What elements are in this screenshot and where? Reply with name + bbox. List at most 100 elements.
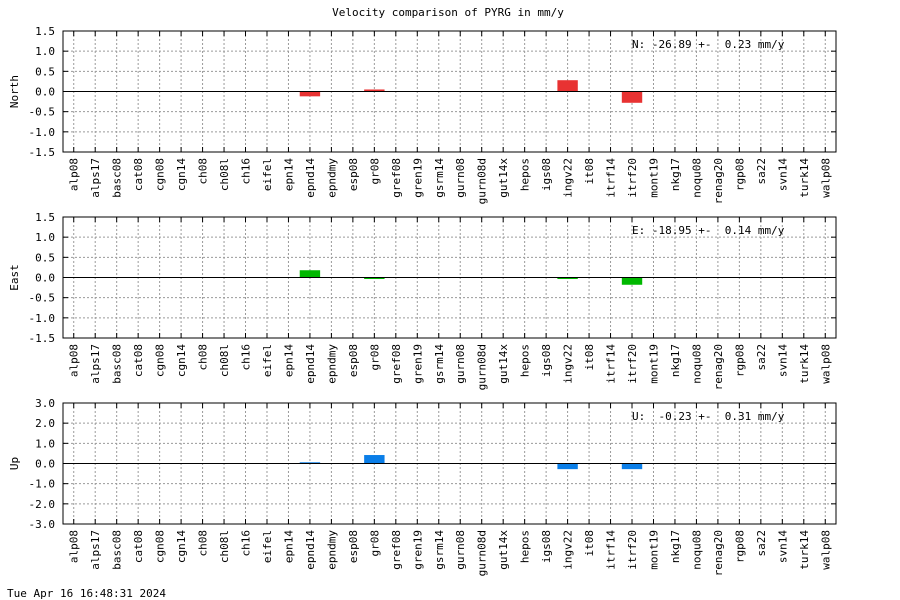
x-tick-label: mont19 (647, 158, 660, 198)
x-tick-label: basc08 (111, 344, 124, 384)
x-tick-label: itrf14 (605, 344, 618, 384)
x-tick-label: ch08l (218, 530, 231, 563)
x-tick-label: igs08 (540, 530, 553, 563)
y-tick-label: 1.5 (35, 25, 55, 38)
x-tick-label: nkg17 (669, 158, 682, 191)
x-tick-label: itrf20 (626, 530, 639, 570)
x-tick-label: epndmy (325, 158, 338, 198)
panel-east: 1.5 1.0 0.5 0.0 -0.5 -1.0 -1.5 alp08 alps17 basc0… (8, 211, 837, 390)
y-tick-label: -1.5 (29, 146, 56, 159)
x-tick-label: alp08 (68, 158, 81, 191)
x-tick-label: epnd14 (304, 344, 317, 384)
x-tick-label: alps17 (89, 158, 102, 198)
bar-up-itrf20 (621, 463, 643, 470)
y-tick-label: -0.5 (29, 292, 56, 305)
x-tick-label: gref08 (390, 530, 403, 570)
x-tick-label: hepos (519, 344, 532, 377)
x-tick-label: gren19 (411, 344, 424, 384)
x-tick-label: gurn08 (454, 344, 467, 384)
x-tick-label: nkg17 (669, 344, 682, 377)
x-tick-label: gut14x (497, 344, 510, 384)
x-tick-label: epnd14 (304, 530, 317, 570)
x-tick-label: ch16 (240, 530, 253, 557)
x-tick-label: sa22 (755, 158, 768, 185)
x-tick-label: alp08 (68, 344, 81, 377)
y-tick-label: -1.5 (29, 332, 56, 345)
y-tick-label: 0.0 (35, 86, 55, 99)
x-tick-label: gsrm14 (433, 344, 446, 384)
x-tick-label: eifel (261, 344, 274, 377)
y-tick-label: 0.5 (35, 251, 55, 264)
y-tick-label: 3.0 (35, 397, 55, 410)
x-tick-label: epn14 (282, 530, 295, 563)
x-tick-label: it08 (583, 344, 596, 371)
x-tick-label: esp08 (347, 158, 360, 191)
y-tick-label: -2.0 (29, 498, 56, 511)
chart-title: Velocity comparison of PYRG in mm/y (332, 6, 564, 19)
x-tick-label: noqu08 (690, 530, 703, 570)
x-tick-label: basc08 (111, 530, 124, 570)
bar-east-gr08 (364, 277, 385, 279)
x-tick-label: sa22 (755, 530, 768, 557)
x-tick-label: ch16 (240, 158, 253, 185)
x-tick-label: gren19 (411, 530, 424, 570)
bar-north-gr08 (364, 89, 385, 92)
bar-east-itrf20 (621, 277, 643, 285)
x-tick-label: turk14 (798, 344, 811, 384)
x-tick-label: mont19 (647, 530, 660, 570)
bar-north-epnd14 (299, 91, 321, 97)
x-tick-label: gr08 (368, 344, 381, 371)
y-tick-label: 1.0 (35, 437, 55, 450)
x-tick-label: gut14x (497, 530, 510, 570)
x-tick-label: gren19 (411, 158, 424, 198)
x-tick-label: gurn08d (476, 158, 489, 204)
x-tick-label: alp08 (68, 530, 81, 563)
x-tick-label: hepos (519, 530, 532, 563)
x-tick-label: it08 (583, 158, 596, 185)
x-tick-label: cgn08 (154, 158, 167, 191)
x-tick-label: gsrm14 (433, 158, 446, 198)
x-tick-label: epnd14 (304, 158, 317, 198)
x-tick-label: ch08 (197, 158, 210, 185)
x-tick-label: itrf20 (626, 158, 639, 198)
x-tick-label: ch16 (240, 344, 253, 371)
x-tick-label: ingv22 (562, 158, 575, 198)
x-tick-label: sa22 (755, 344, 768, 371)
x-tick-label: esp08 (347, 344, 360, 377)
x-tick-label: epn14 (282, 158, 295, 191)
panel-annotation: E: -18.95 +- 0.14 mm/y (632, 224, 785, 237)
x-tick-label: cgn14 (175, 158, 188, 191)
y-axis-label: North (8, 75, 21, 108)
y-tick-label: -0.5 (29, 106, 56, 119)
x-tick-label: alps17 (89, 530, 102, 570)
x-tick-label: svn14 (776, 158, 789, 191)
x-tick-label: cat08 (132, 344, 145, 377)
x-tick-label: ingv22 (562, 344, 575, 384)
x-tick-label: gr08 (368, 158, 381, 185)
x-tick-label: ch08 (197, 344, 210, 371)
x-tick-label: svn14 (776, 530, 789, 563)
x-tick-label: renag20 (712, 344, 725, 390)
y-tick-label: 0.5 (35, 65, 55, 78)
x-tick-label: rgp08 (733, 344, 746, 377)
y-tick-label: 2.0 (35, 417, 55, 430)
x-tick-label: gr08 (368, 530, 381, 557)
x-tick-label: cgn08 (154, 530, 167, 563)
y-axis-label: Up (8, 457, 21, 470)
x-tick-label: mont19 (647, 344, 660, 384)
y-tick-label: 1.5 (35, 211, 55, 224)
bar-up-gr08 (364, 455, 385, 464)
x-tick-label: walp08 (819, 344, 832, 384)
x-tick-label: nkg17 (669, 530, 682, 563)
bar-north-ingv22 (557, 80, 578, 92)
x-tick-label: igs08 (540, 158, 553, 191)
x-tick-label: noqu08 (690, 158, 703, 198)
x-tick-label: walp08 (819, 158, 832, 198)
y-tick-label: -1.0 (29, 126, 56, 139)
x-tick-label: ch08 (197, 530, 210, 557)
y-tick-label: -1.0 (29, 312, 56, 325)
x-tick-label: gurn08d (476, 530, 489, 576)
x-tick-label: eifel (261, 158, 274, 191)
x-tick-label: itrf14 (605, 158, 618, 198)
x-tick-label: ch08l (218, 158, 231, 191)
